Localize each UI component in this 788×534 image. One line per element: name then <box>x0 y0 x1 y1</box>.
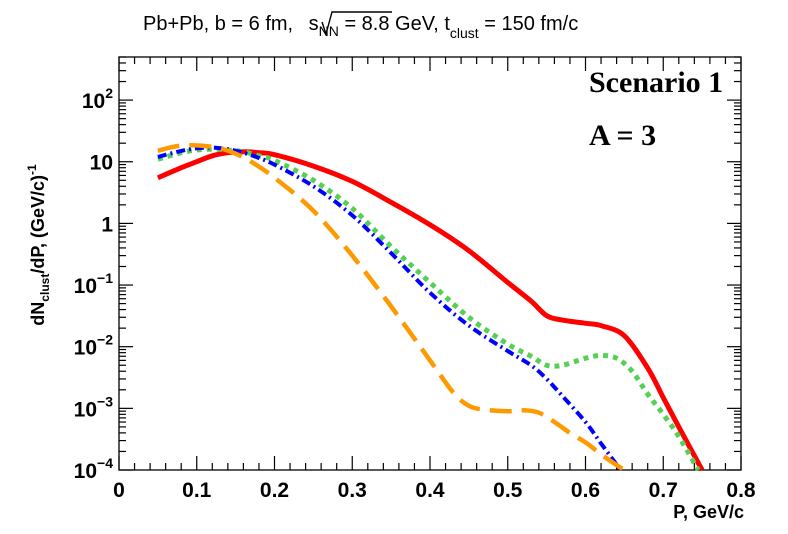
x-tick-labels: 0 0.1 0.2 0.3 0.4 0.5 0.6 0.7 0.8 <box>113 479 756 502</box>
y-tick-base: 10 <box>74 337 97 360</box>
x-axis-label: P, GeV/c <box>673 502 744 522</box>
y-tick-label: 1 <box>101 213 113 236</box>
annotation-mass-number: A = 3 <box>589 119 656 152</box>
series-red-solid <box>156 149 705 472</box>
y-tick-exponent: −2 <box>97 332 113 348</box>
y-tick-label: 10−4 <box>74 455 114 483</box>
y-tick-label: 10 <box>90 152 113 175</box>
y-label-main: dN <box>28 302 48 326</box>
x-tick-label: 0.6 <box>571 479 600 502</box>
y-label-sup: -1 <box>25 164 39 175</box>
y-tick-base: 10 <box>74 275 97 298</box>
x-tick-label: 0.3 <box>338 479 367 502</box>
y-tick-base: 10 <box>82 90 105 113</box>
x-tick-label: 0.1 <box>182 479 212 502</box>
y-tick-exponent: −1 <box>97 270 113 286</box>
chart-title: Pb+Pb, b = 6 fm, sNN = 8.8 GeV, tclust =… <box>143 13 578 41</box>
y-tick-base: 10 <box>74 460 97 483</box>
minor-ticks <box>119 56 741 470</box>
title-sqrt-s: s <box>309 13 319 35</box>
title-energy: = 8.8 GeV, t <box>339 13 450 35</box>
y-tick-exponent: −4 <box>97 455 113 471</box>
title-prefix: Pb+Pb, b = 6 fm, <box>143 13 299 35</box>
title-t-sub: clust <box>450 25 479 41</box>
x-tick-label: 0.8 <box>726 479 756 502</box>
y-tick-exponent: −3 <box>97 393 113 409</box>
y-label-rest: /dP, (GeV/c) <box>28 175 48 274</box>
x-tick-label: 0.7 <box>649 479 678 502</box>
series-blue-dashdot <box>157 145 623 472</box>
x-tick-label: 0 <box>113 479 125 502</box>
annotation-scenario: Scenario 1 <box>589 66 723 99</box>
series-green-dotted <box>157 146 701 472</box>
series-layer <box>156 143 705 472</box>
x-tick-label: 0.5 <box>493 479 523 502</box>
y-tick-label: 10−2 <box>74 332 114 360</box>
y-label-sub: clust <box>38 274 52 302</box>
title-t-value: = 150 fm/c <box>479 13 579 35</box>
sqrt-sign <box>321 11 392 37</box>
y-tick-label: 10−3 <box>74 393 114 421</box>
x-tick-label: 0.2 <box>260 479 289 502</box>
y-tick-exponent: 2 <box>105 85 113 101</box>
y-tick-label: 102 <box>82 85 113 113</box>
x-tick-label: 0.4 <box>415 479 445 502</box>
series-orange-dashed <box>157 143 626 472</box>
major-ticks <box>118 57 742 471</box>
y-axis-label: dNclust/dP, (GeV/c)-1 <box>25 164 52 326</box>
y-tick-label: 10−1 <box>74 270 114 298</box>
y-tick-base: 10 <box>74 398 97 421</box>
